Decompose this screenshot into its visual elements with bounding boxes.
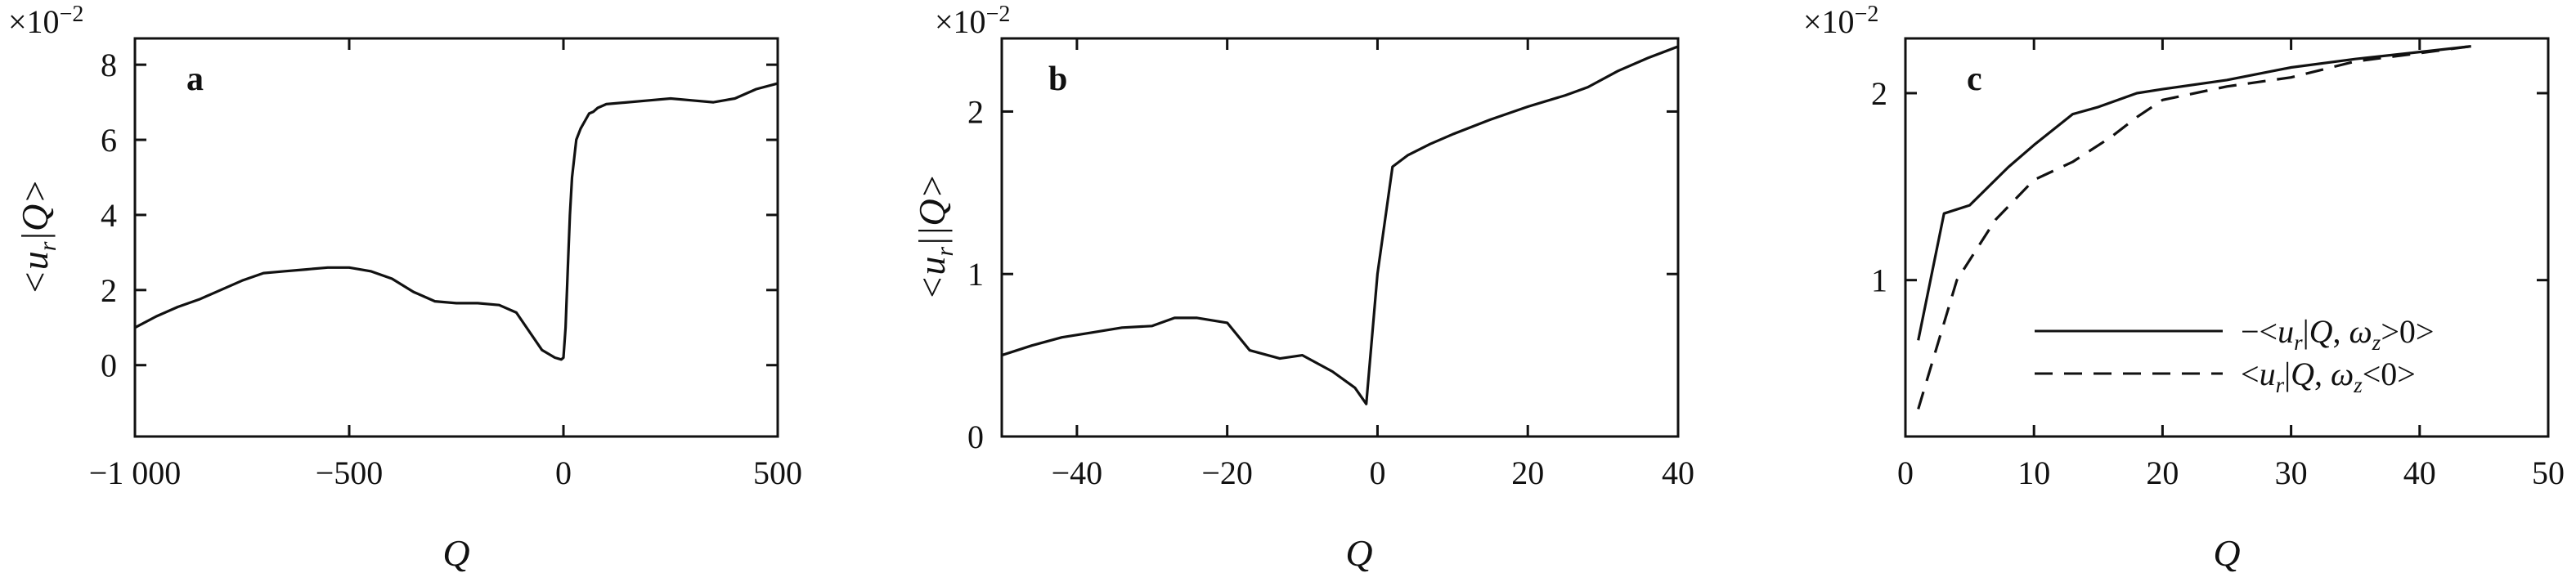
panel-b-x-title: Q [1345,532,1372,574]
panel-a-y-ticks: 0 2 4 6 8 [101,47,778,384]
panel-b-letter: b [1048,60,1067,98]
series-line-solid [1917,45,2471,341]
panel-a-multiplier: ×10−2 [8,2,83,40]
panel-b-frame [1000,37,1680,438]
legend-label-positive: −<ur|Q, ωz>0> [2241,313,2434,355]
panel-c-x-ticks: 0 10 20 30 40 50 [1897,38,2565,491]
x-tick-label: −1 000 [89,454,182,491]
y-tick-label: 8 [101,47,117,83]
x-tick-label: −500 [316,454,384,491]
panel-a-y-title: <ur|Q> [14,179,61,296]
y-tick-label: 0 [101,347,117,384]
y-tick-label: 2 [967,93,984,130]
panel-a: ×10−2 a −1 000 −500 0 500 0 2 4 6 8 Q <ur|Q> [8,2,802,574]
series-line-solid [135,82,778,361]
x-tick-label: 20 [2146,454,2179,491]
panel-b-y-title: <ur||Q> [911,173,958,300]
panel-b: ×10−2 b −40 −20 0 20 40 0 1 2 Q <ur||Q> [911,2,1694,574]
panel-c-legend: −<ur|Q, ωz>0> <ur|Q, ωz<0> [2035,313,2434,397]
panel-c-x-title: Q [2213,532,2240,574]
panel-c-letter: c [1967,60,1982,98]
x-tick-label: 20 [1511,454,1544,491]
panel-c-y-ticks: 12 [1871,75,2548,299]
panel-b-y-ticks: 0 1 2 [967,93,1678,455]
panel-a-letter: a [186,60,204,98]
x-tick-label: 0 [1897,454,1914,491]
y-tick-label: 4 [101,197,117,234]
panel-a-x-title: Q [442,532,469,574]
x-tick-label: −40 [1052,454,1103,491]
series-line-dashed [1917,45,2471,410]
panel-c-frame [1904,37,2550,438]
x-tick-label: 50 [2532,454,2565,491]
panel-c: ×10−2 c 0 10 20 30 40 50 12 Q −<ur|Q, ωz>0> <… [1803,2,2565,574]
x-tick-label: 10 [2017,454,2050,491]
y-tick-label: 2 [101,272,117,309]
panel-a-x-ticks: −1 000 −500 0 500 [89,38,802,491]
panel-b-x-ticks: −40 −20 0 20 40 [1052,38,1694,491]
panel-c-lines [1917,45,2471,410]
y-tick-label: 2 [1871,75,1887,112]
x-tick-label: 40 [1662,454,1694,491]
legend-label-negative: <ur|Q, ωz<0> [2241,356,2416,397]
y-tick-label: 1 [967,256,984,293]
panel-b-multiplier: ×10−2 [935,2,1010,40]
x-tick-label: 40 [2403,454,2436,491]
y-tick-label: 1 [1871,262,1887,299]
panel-c-multiplier: ×10−2 [1803,2,1878,40]
x-tick-label: 500 [753,454,802,491]
x-tick-label: 0 [1369,454,1385,491]
x-tick-label: 30 [2275,454,2308,491]
panel-b-lines [1002,45,1678,405]
x-tick-label: 0 [555,454,572,491]
y-tick-label: 6 [101,122,117,159]
panel-a-lines [135,82,778,361]
panel-a-frame [133,37,779,438]
y-tick-label: 0 [967,419,984,455]
series-line-solid [1002,45,1678,405]
x-tick-label: −20 [1201,454,1253,491]
